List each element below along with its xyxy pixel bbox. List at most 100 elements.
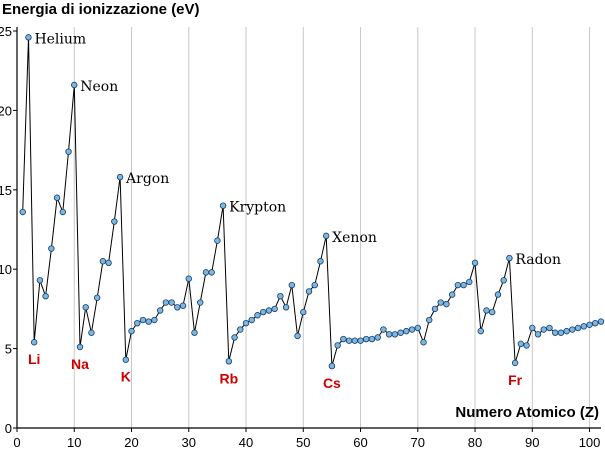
data-point-z38 — [231, 334, 238, 341]
data-point-z95 — [557, 329, 565, 336]
data-point-z96 — [563, 327, 570, 335]
data-point-z85 — [500, 277, 507, 284]
data-point-z33 — [202, 269, 210, 276]
label-argon: Argon — [125, 171, 169, 187]
data-point-z23 — [145, 318, 152, 325]
data-point-z56 — [334, 342, 341, 349]
data-point-z4 — [36, 277, 44, 284]
data-point-z27 — [168, 299, 175, 306]
data-point-z45 — [271, 305, 278, 313]
data-point-z76 — [448, 291, 456, 298]
data-point-z58 — [345, 337, 353, 344]
y-axis-title: Energia di ionizzazione (eV) — [2, 1, 200, 18]
data-point-z67 — [397, 329, 404, 336]
data-point-z24 — [151, 316, 158, 324]
data-point-z52 — [311, 281, 318, 289]
label-fr: Fr — [508, 372, 523, 388]
data-point-z59 — [351, 337, 359, 344]
data-point-z43 — [259, 308, 267, 316]
data-point-z28 — [174, 304, 181, 311]
data-point-z51 — [305, 288, 313, 295]
x-tick-label-60: 60 — [353, 435, 367, 450]
data-point-z32 — [197, 299, 204, 306]
data-point-z13 — [88, 329, 95, 336]
data-point-z53 — [317, 258, 324, 265]
data-point-z25 — [156, 307, 164, 314]
data-point-z101 — [592, 319, 599, 327]
data-point-z61 — [363, 335, 370, 343]
data-point-z87 — [511, 359, 519, 367]
data-point-z69 — [408, 326, 416, 333]
data-point-z64 — [380, 326, 387, 333]
data-point-z77 — [454, 281, 462, 289]
data-point-z88 — [517, 340, 525, 348]
x-axis-title: Numero Atomico (Z) — [455, 404, 599, 421]
y-tick-label-5: 5 — [5, 342, 12, 357]
data-point-z54 — [322, 232, 330, 240]
data-point-z21 — [134, 319, 141, 327]
data-point-z37 — [225, 358, 233, 365]
data-point-z72 — [426, 316, 433, 324]
axes — [13, 27, 601, 432]
data-point-z102 — [597, 318, 605, 325]
data-point-z17 — [111, 218, 118, 225]
data-point-z84 — [494, 291, 502, 298]
data-point-z49 — [294, 332, 301, 340]
data-point-z35 — [214, 237, 221, 244]
data-point-z34 — [208, 269, 215, 276]
data-point-z31 — [191, 329, 198, 336]
data-points — [19, 34, 605, 370]
data-point-z99 — [580, 323, 588, 330]
data-point-z93 — [546, 324, 553, 332]
data-point-z81 — [477, 327, 484, 335]
data-point-z63 — [374, 334, 381, 341]
data-point-z6 — [48, 245, 55, 252]
label-krypton: Krypton — [229, 200, 286, 216]
y-tick-label-10: 10 — [0, 262, 12, 277]
label-cs: Cs — [323, 375, 341, 391]
data-point-z29 — [179, 302, 187, 309]
data-point-z50 — [300, 308, 307, 316]
data-point-z26 — [162, 299, 170, 306]
data-point-z18 — [116, 173, 124, 181]
grid-lines — [73, 27, 591, 428]
y-tick-label-0: 0 — [5, 421, 12, 436]
data-point-z19 — [122, 356, 129, 363]
data-point-z30 — [185, 275, 192, 282]
x-tick-label-90: 90 — [525, 435, 539, 450]
data-point-z39 — [237, 326, 244, 333]
data-point-z70 — [414, 324, 421, 332]
label-radon: Radon — [515, 252, 561, 268]
data-point-z36 — [219, 202, 227, 209]
x-tick-label-100: 100 — [579, 435, 601, 450]
data-point-z100 — [586, 321, 593, 328]
x-tick-label-80: 80 — [468, 435, 482, 450]
data-point-z97 — [569, 326, 576, 333]
data-point-z73 — [431, 305, 439, 313]
data-point-z9 — [65, 148, 72, 155]
data-point-z22 — [139, 316, 147, 324]
x-tick-label-20: 20 — [124, 435, 138, 450]
label-rb: Rb — [220, 370, 239, 386]
data-point-z14 — [93, 294, 101, 301]
tick-labels: 0 5 10 15 20 25 0 10 20 30 40 50 60 70 80 90 100 — [0, 24, 600, 450]
data-point-z89 — [523, 342, 530, 349]
data-point-z8 — [59, 208, 67, 216]
data-point-z20 — [128, 327, 135, 335]
data-point-z65 — [385, 331, 393, 338]
label-xenon: Xenon — [332, 230, 377, 246]
label-helium: Helium — [34, 31, 86, 47]
data-point-z42 — [254, 312, 261, 319]
x-tick-label-50: 50 — [296, 435, 310, 450]
data-point-z40 — [242, 319, 250, 327]
data-point-z86 — [506, 254, 513, 262]
data-point-z12 — [82, 304, 89, 311]
data-point-z2 — [25, 34, 32, 41]
data-point-z78 — [460, 281, 467, 289]
data-point-z55 — [328, 362, 336, 370]
data-point-z7 — [53, 194, 61, 201]
data-point-z5 — [42, 292, 49, 300]
data-point-z71 — [420, 339, 427, 346]
y-tick-label-20: 20 — [0, 103, 12, 118]
